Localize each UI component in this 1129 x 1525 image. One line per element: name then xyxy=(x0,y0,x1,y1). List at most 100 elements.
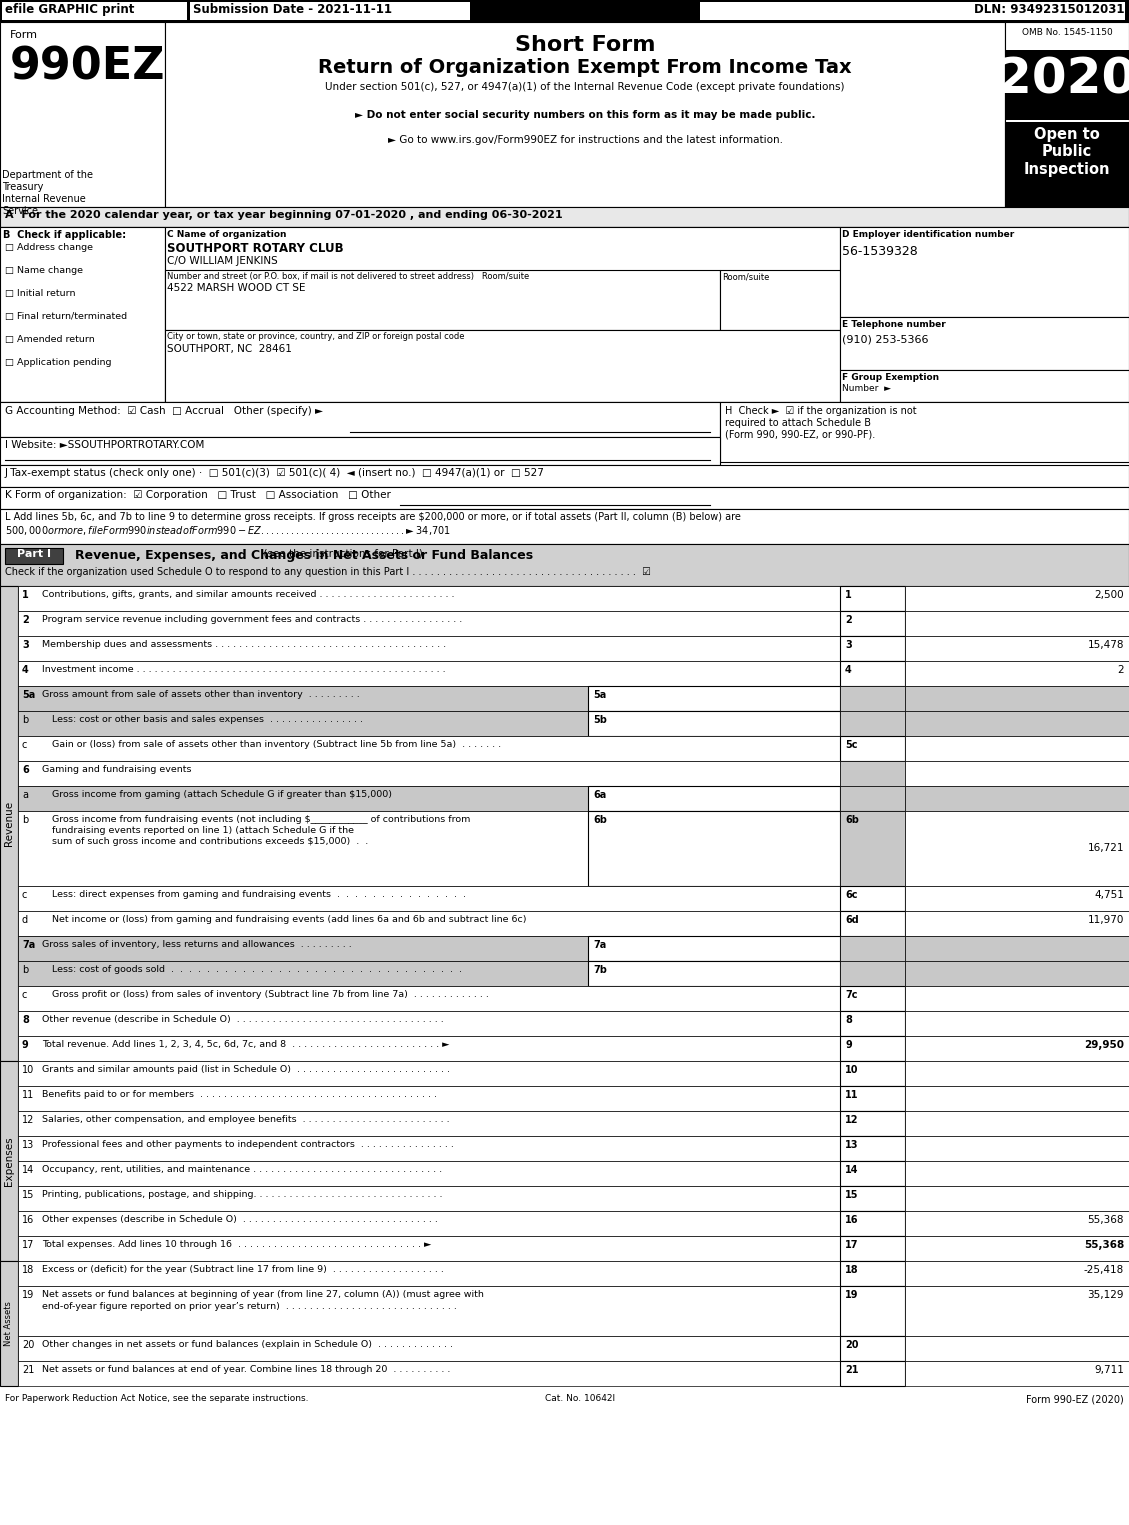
Text: 5c: 5c xyxy=(844,740,858,750)
Bar xyxy=(840,1035,905,1061)
Bar xyxy=(18,961,840,987)
Text: 20: 20 xyxy=(844,1340,858,1350)
Text: Other changes in net assets or fund balances (explain in Schedule O)  . . . . . : Other changes in net assets or fund bala… xyxy=(42,1340,453,1350)
Text: 5a: 5a xyxy=(21,689,35,700)
Bar xyxy=(0,465,1129,486)
Bar xyxy=(5,547,63,564)
Text: 19: 19 xyxy=(844,1290,858,1299)
Bar xyxy=(2,2,187,20)
Text: 2: 2 xyxy=(844,615,851,625)
Bar xyxy=(18,1211,840,1235)
Text: Printing, publications, postage, and shipping. . . . . . . . . . . . . . . . . .: Printing, publications, postage, and shi… xyxy=(42,1190,443,1199)
Text: 2: 2 xyxy=(21,615,28,625)
Text: 990EZ: 990EZ xyxy=(10,46,166,88)
Bar xyxy=(18,636,840,660)
Text: 7a: 7a xyxy=(21,939,35,950)
Bar xyxy=(0,0,1129,21)
Bar xyxy=(18,1186,840,1211)
Text: ► Go to www.irs.gov/Form990EZ for instructions and the latest information.: ► Go to www.irs.gov/Form990EZ for instru… xyxy=(387,136,782,145)
Text: 4: 4 xyxy=(844,665,851,676)
Bar xyxy=(905,811,1129,886)
Text: 1: 1 xyxy=(21,590,28,599)
Bar xyxy=(18,737,840,761)
Bar xyxy=(18,1360,840,1386)
Text: Less: cost of goods sold  .  .  .  .  .  .  .  .  .  .  .  .  .  .  .  .  .  .  : Less: cost of goods sold . . . . . . . .… xyxy=(52,965,462,974)
Text: 21: 21 xyxy=(21,1365,34,1376)
Text: □ Address change: □ Address change xyxy=(5,242,93,252)
Bar xyxy=(840,785,905,811)
Text: DLN: 93492315012031: DLN: 93492315012031 xyxy=(974,3,1124,15)
Text: 4: 4 xyxy=(21,665,28,676)
Text: 16,721: 16,721 xyxy=(1087,843,1124,852)
Text: Investment income . . . . . . . . . . . . . . . . . . . . . . . . . . . . . . . : Investment income . . . . . . . . . . . … xyxy=(42,665,446,674)
Text: 4522 MARSH WOOD CT SE: 4522 MARSH WOOD CT SE xyxy=(167,284,306,293)
Text: 6: 6 xyxy=(21,766,28,775)
Bar xyxy=(840,886,905,910)
Text: 15,478: 15,478 xyxy=(1087,640,1124,650)
Text: 6d: 6d xyxy=(844,915,859,926)
Text: 4,751: 4,751 xyxy=(1094,891,1124,900)
Bar xyxy=(18,1136,840,1161)
Bar xyxy=(840,737,905,761)
Bar xyxy=(18,686,588,711)
Bar xyxy=(905,711,1129,737)
Text: 11,970: 11,970 xyxy=(1087,915,1124,926)
Text: 15: 15 xyxy=(844,1190,858,1200)
Bar xyxy=(18,1261,840,1286)
Bar xyxy=(840,1112,905,1136)
Text: H  Check ►  ☑ if the organization is not
required to attach Schedule B
(Form 990: H Check ► ☑ if the organization is not r… xyxy=(725,406,917,439)
Bar xyxy=(720,403,1129,462)
Bar xyxy=(588,961,840,987)
Text: Occupancy, rent, utilities, and maintenance . . . . . . . . . . . . . . . . . . : Occupancy, rent, utilities, and maintena… xyxy=(42,1165,443,1174)
Text: c: c xyxy=(21,891,27,900)
Text: 29,950: 29,950 xyxy=(1084,1040,1124,1051)
Text: 10: 10 xyxy=(21,1064,34,1075)
Text: 18: 18 xyxy=(844,1266,859,1275)
Bar xyxy=(840,1360,905,1386)
Text: Room/suite: Room/suite xyxy=(723,271,769,281)
Text: Gross amount from sale of assets other than inventory  . . . . . . . . .: Gross amount from sale of assets other t… xyxy=(42,689,360,698)
Text: Gross income from fundraising events (not including $____________ of contributio: Gross income from fundraising events (no… xyxy=(52,814,471,824)
Text: Total revenue. Add lines 1, 2, 3, 4, 5c, 6d, 7c, and 8  . . . . . . . . . . . . : Total revenue. Add lines 1, 2, 3, 4, 5c,… xyxy=(42,1040,449,1049)
Bar xyxy=(905,987,1129,1011)
Text: 21: 21 xyxy=(844,1365,858,1376)
Bar xyxy=(700,2,1124,20)
Bar xyxy=(905,961,1129,987)
Text: 2,500: 2,500 xyxy=(1094,590,1124,599)
Text: b: b xyxy=(21,814,28,825)
Bar xyxy=(905,1286,1129,1336)
Text: Number and street (or P.O. box, if mail is not delivered to street address)   Ro: Number and street (or P.O. box, if mail … xyxy=(167,271,530,281)
Text: Contributions, gifts, grants, and similar amounts received . . . . . . . . . . .: Contributions, gifts, grants, and simila… xyxy=(42,590,455,599)
Text: B  Check if applicable:: B Check if applicable: xyxy=(3,230,126,239)
Bar xyxy=(905,1011,1129,1035)
Text: 55,368: 55,368 xyxy=(1087,1215,1124,1225)
Bar xyxy=(840,1261,905,1286)
Text: Submission Date - 2021-11-11: Submission Date - 2021-11-11 xyxy=(193,3,392,15)
Text: Gross income from gaming (attach Schedule G if greater than $15,000): Gross income from gaming (attach Schedul… xyxy=(52,790,392,799)
Bar xyxy=(18,660,840,686)
Text: Other expenses (describe in Schedule O)  . . . . . . . . . . . . . . . . . . . .: Other expenses (describe in Schedule O) … xyxy=(42,1215,438,1225)
Text: 14: 14 xyxy=(21,1165,34,1174)
Bar xyxy=(1005,21,1129,207)
Bar xyxy=(0,1391,1129,1414)
Bar xyxy=(905,1261,1129,1286)
Text: 17: 17 xyxy=(844,1240,858,1250)
Text: Expenses: Expenses xyxy=(5,1136,14,1186)
Bar xyxy=(0,21,1129,207)
Bar xyxy=(588,936,840,961)
Bar xyxy=(840,1136,905,1161)
Bar xyxy=(840,636,905,660)
Bar xyxy=(905,1086,1129,1112)
Bar xyxy=(840,1211,905,1235)
Bar xyxy=(0,21,165,207)
Text: D Employer identification number: D Employer identification number xyxy=(842,230,1014,239)
Text: Gain or (loss) from sale of assets other than inventory (Subtract line 5b from l: Gain or (loss) from sale of assets other… xyxy=(52,740,501,749)
Bar xyxy=(18,586,840,612)
Text: Return of Organization Exempt From Income Tax: Return of Organization Exempt From Incom… xyxy=(318,58,851,76)
Bar xyxy=(840,1286,905,1336)
Bar xyxy=(905,1136,1129,1161)
Bar xyxy=(0,227,1129,403)
Text: 8: 8 xyxy=(844,1016,852,1025)
Bar xyxy=(18,785,840,811)
Bar xyxy=(905,737,1129,761)
